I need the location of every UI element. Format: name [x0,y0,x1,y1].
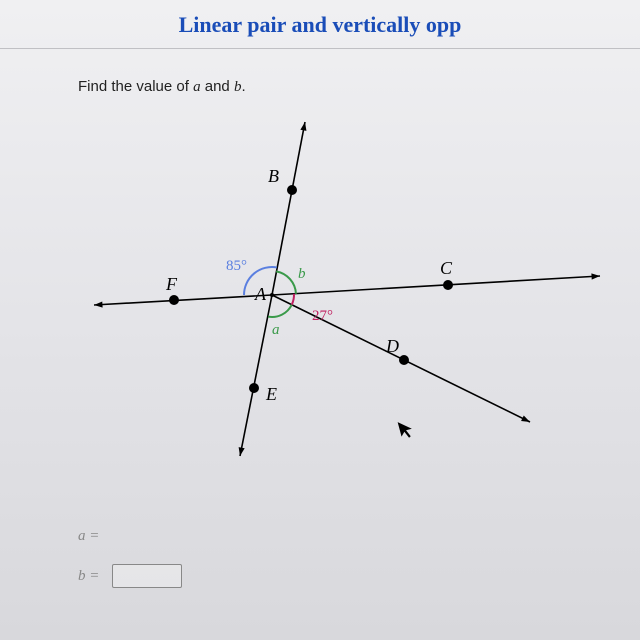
question-prompt: Find the value of a and b. [78,78,246,96]
svg-text:C: C [440,258,453,278]
answer-label-b: b = [78,568,112,585]
prompt-text-1: Find the value of [78,78,193,95]
page-title: Linear pair and vertically opp [0,12,640,38]
prompt-var-a: a [193,79,201,95]
diagram-svg: 85° b 27° a A B C D E F [40,110,600,490]
svg-text:A: A [254,284,267,304]
answer-area: a = b = [78,520,182,600]
svg-text:b: b [298,266,306,282]
svg-text:a: a [272,322,280,338]
answer-label-a: a = [78,528,112,545]
title-divider [0,48,640,49]
answer-row-a: a = [78,520,182,552]
svg-text:F: F [165,274,178,294]
prompt-period: . [241,78,245,95]
svg-text:D: D [385,336,399,356]
answer-row-b: b = [78,560,182,592]
geometry-diagram: 85° b 27° a A B C D E F [40,110,600,490]
svg-text:E: E [265,384,277,404]
svg-text:27°: 27° [312,308,333,324]
answer-input-b[interactable] [112,564,182,588]
svg-text:85°: 85° [226,258,247,274]
prompt-and: and [201,78,234,95]
svg-text:B: B [268,166,279,186]
